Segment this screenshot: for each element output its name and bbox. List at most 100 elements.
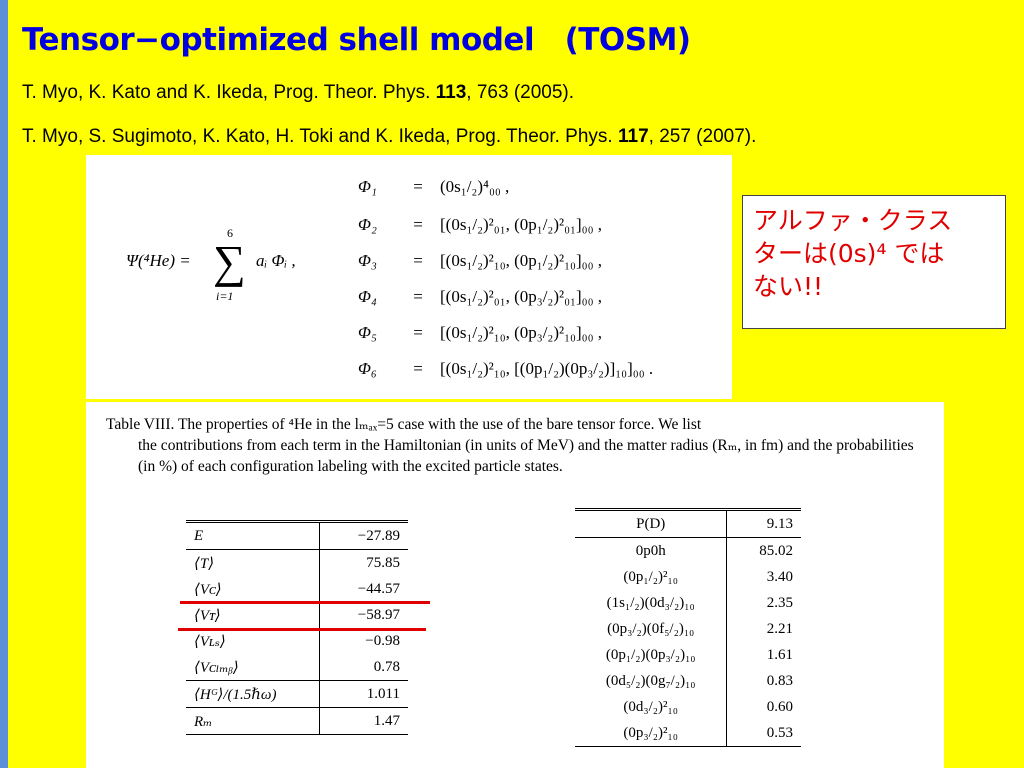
- table-row: Rₘ 1.47: [186, 707, 408, 735]
- energy-value: −44.57: [357, 580, 400, 597]
- energy-label: ⟨Vᴛ⟩: [186, 602, 320, 628]
- probability-value: 0.60: [766, 698, 793, 715]
- energy-value: 75.85: [366, 554, 400, 571]
- wavefunction-equation-panel: Ψ(⁴He) = 6 ∑ i=1 aᵢ Φᵢ , Φ₁ = (0s₁/₂)⁴₀₀ ,…: [86, 155, 732, 399]
- phi-definition: [(0s₁/₂)²₀₁, (0p₃/₂)²₀₁]₀₀ ,: [440, 287, 602, 306]
- psi-lhs: Ψ(⁴He) =: [126, 251, 191, 270]
- table-row: ⟨T⟩ 75.85: [186, 549, 408, 576]
- phi-row: Φ₆ = [(0s₁/₂)²₁₀, [(0p₁/₂)(0p₃/₂)]₁₀]₀₀ .: [358, 359, 653, 379]
- callout-line-3: ない!!: [753, 272, 824, 301]
- table-row: E −27.89: [186, 521, 408, 550]
- reference-2: T. Myo, S. Sugimoto, K. Kato, H. Toki an…: [22, 126, 756, 148]
- energy-label: E: [186, 521, 320, 550]
- phi-label: Φ₆: [358, 359, 377, 378]
- probability-value: 9.13: [726, 509, 801, 538]
- left-accent-bar: [0, 0, 8, 768]
- configuration-label: (0p₁/₂)²₁₀: [575, 564, 728, 590]
- energy-label: ⟨Vᴄₗₘᵦ⟩: [186, 654, 320, 681]
- reference-1: T. Myo, K. Kato and K. Ikeda, Prog. Theo…: [22, 82, 574, 104]
- configuration-label: (0d₃/₂)²₁₀: [575, 694, 728, 720]
- energy-value: −0.98: [365, 632, 400, 649]
- table-viii-panel: Table VIII. The properties of ⁴He in the…: [86, 402, 944, 768]
- reference-1-authors: T. Myo, K. Kato and K. Ikeda, Prog. Theo…: [22, 82, 436, 103]
- equals-sign: =: [413, 287, 423, 306]
- phi-row: Φ₅ = [(0s₁/₂)²₁₀, (0p₃/₂)²₁₀]₀₀ ,: [358, 323, 602, 343]
- energy-value: 1.47: [319, 707, 408, 735]
- configuration-label: (0p₁/₂)(0p₃/₂)₁₀: [575, 642, 728, 668]
- table-row: ⟨Vᴄₗₘᵦ⟩ 0.78: [186, 654, 408, 681]
- energy-value: 0.78: [373, 658, 400, 675]
- probability-value: 85.02: [759, 542, 793, 559]
- reference-2-pages-year: , 257 (2007).: [648, 126, 757, 147]
- phi-label: Φ₃: [358, 251, 377, 270]
- phi-definition: [(0s₁/₂)²₁₀, (0p₁/₂)²₁₀]₀₀ ,: [440, 251, 602, 270]
- red-underline-vt: [178, 628, 426, 631]
- equals-sign: =: [413, 215, 423, 234]
- configuration-label: (1s₁/₂)(0d₃/₂)₁₀: [575, 590, 728, 616]
- configuration-label: (0d₅/₂)(0g₇/₂)₁₀: [575, 668, 728, 694]
- summation-symbol: ∑: [213, 236, 246, 287]
- alpha-cluster-callout: アルファ・クラス ターは(0s)⁴ では ない!!: [742, 195, 1006, 329]
- configuration-label: P(D): [575, 509, 728, 538]
- phi-definition: [(0s₁/₂)²₁₀, (0p₃/₂)²₁₀]₀₀ ,: [440, 323, 602, 342]
- table-row: (1s₁/₂)(0d₃/₂)₁₀ 2.35: [575, 590, 801, 616]
- energy-value: −58.97: [357, 606, 400, 623]
- callout-line-2: ターは(0s)⁴ では: [753, 239, 945, 268]
- equals-sign: =: [413, 323, 423, 342]
- red-underline-vc: [180, 601, 430, 604]
- phi-row: Φ₁ = (0s₁/₂)⁴₀₀ ,: [358, 177, 509, 197]
- energy-table: E −27.89 ⟨T⟩ 75.85 ⟨Vᴄ⟩ −44.57 ⟨Vᴛ⟩ −58.97 ⟨…: [186, 520, 408, 735]
- configuration-label: (0p₃/₂)²₁₀: [575, 720, 728, 747]
- configuration-label: 0p0h: [575, 537, 728, 564]
- energy-label: Rₘ: [186, 707, 320, 735]
- table-row: ⟨Vᴛ⟩ −58.97: [186, 602, 408, 628]
- phi-definition: [(0s₁/₂)²₁₀, [(0p₁/₂)(0p₃/₂)]₁₀]₀₀ .: [440, 359, 654, 378]
- equals-sign: =: [413, 359, 423, 378]
- probability-value: 2.35: [766, 594, 793, 611]
- phi-definition: [(0s₁/₂)²₀₁, (0p₁/₂)²₀₁]₀₀ ,: [440, 215, 602, 234]
- probability-value: 1.61: [766, 646, 793, 663]
- energy-label: ⟨T⟩: [186, 549, 320, 576]
- table-row: (0p₃/₂)²₁₀ 0.53: [575, 720, 801, 747]
- callout-line-1: アルファ・クラス: [753, 206, 953, 235]
- phi-label: Φ₅: [358, 323, 377, 342]
- phi-row: Φ₄ = [(0s₁/₂)²₀₁, (0p₃/₂)²₀₁]₀₀ ,: [358, 287, 602, 307]
- table-row: (0d₅/₂)(0g₇/₂)₁₀ 0.83: [575, 668, 801, 694]
- energy-label: ⟨Hᴳ⟩/(1.5ℏω): [186, 680, 320, 708]
- table-caption-rest: the contributions from each term in the …: [138, 437, 914, 475]
- phi-row: Φ₂ = [(0s₁/₂)²₀₁, (0p₁/₂)²₀₁]₀₀ ,: [358, 215, 602, 235]
- probability-value: 0.53: [766, 724, 793, 741]
- table-row: ⟨Vʟₛ⟩ −0.98: [186, 628, 408, 654]
- phi-label: Φ₁: [358, 177, 377, 196]
- probability-value: 0.83: [766, 672, 793, 689]
- configuration-label: (0p₃/₂)(0f₅/₂)₁₀: [575, 616, 728, 642]
- sum-term: aᵢ Φᵢ ,: [256, 251, 296, 270]
- reference-1-volume: 113: [435, 82, 467, 103]
- table-row: (0p₁/₂)(0p₃/₂)₁₀ 1.61: [575, 642, 801, 668]
- phi-row: Φ₃ = [(0s₁/₂)²₁₀, (0p₁/₂)²₁₀]₀₀ ,: [358, 251, 602, 271]
- table-row: (0p₁/₂)²₁₀ 3.40: [575, 564, 801, 590]
- table-row: (0p₃/₂)(0f₅/₂)₁₀ 2.21: [575, 616, 801, 642]
- slide-title: Tensor−optimized shell model (TOSM): [22, 22, 691, 58]
- phi-definition: (0s₁/₂)⁴₀₀ ,: [440, 177, 510, 196]
- probability-value: 3.40: [766, 568, 793, 585]
- table-caption: Table VIII. The properties of ⁴He in the…: [106, 414, 924, 477]
- phi-label: Φ₄: [358, 287, 377, 306]
- table-caption-first-line: Table VIII. The properties of ⁴He in the…: [106, 416, 702, 433]
- energy-value: −27.89: [319, 521, 408, 550]
- sum-upper-limit: 6: [227, 226, 233, 240]
- reference-1-pages-year: , 763 (2005).: [466, 82, 575, 103]
- table-row: 0p0h 85.02: [575, 537, 801, 564]
- energy-value: 1.011: [319, 680, 408, 708]
- table-row: P(D) 9.13: [575, 509, 801, 538]
- table-row: ⟨Vᴄ⟩ −44.57: [186, 576, 408, 602]
- reference-2-volume: 117: [617, 126, 649, 147]
- sum-lower-limit: i=1: [216, 289, 234, 303]
- probability-value: 2.21: [766, 620, 793, 637]
- reference-2-authors: T. Myo, S. Sugimoto, K. Kato, H. Toki an…: [22, 126, 618, 147]
- energy-label: ⟨Vʟₛ⟩: [186, 628, 320, 654]
- equals-sign: =: [413, 251, 423, 270]
- phi-label: Φ₂: [358, 215, 377, 234]
- energy-label: ⟨Vᴄ⟩: [186, 576, 320, 602]
- probability-table: P(D) 9.13 0p0h 85.02 (0p₁/₂)²₁₀ 3.40 (1s₁/₂…: [575, 508, 801, 747]
